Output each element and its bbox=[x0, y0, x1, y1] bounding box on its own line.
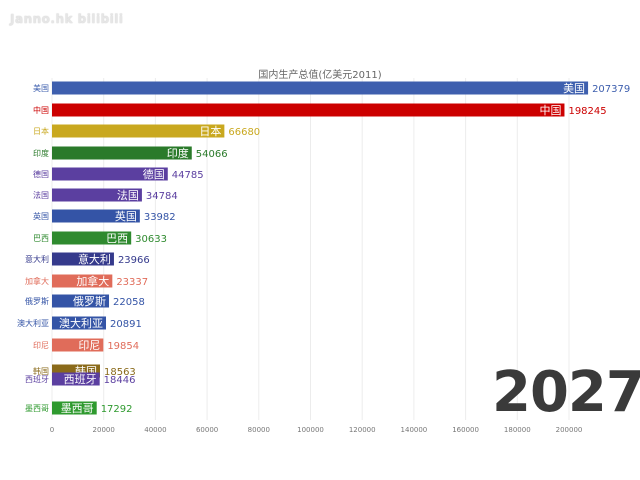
year-label: 2027 bbox=[492, 360, 640, 425]
category-label: 美国 bbox=[33, 83, 49, 93]
value-label: 23337 bbox=[116, 277, 148, 288]
bar-inner-label: 英国 bbox=[115, 209, 137, 223]
bar-inner-label: 日本 bbox=[199, 124, 221, 138]
value-label: 20891 bbox=[110, 319, 142, 330]
category-label: 日本 bbox=[33, 126, 49, 136]
category-label: 墨西哥 bbox=[25, 404, 49, 413]
bar bbox=[52, 401, 97, 415]
value-label: 33982 bbox=[144, 212, 176, 223]
value-label: 17292 bbox=[101, 404, 133, 415]
bar bbox=[52, 252, 114, 266]
category-label: 巴西 bbox=[33, 234, 49, 243]
bar bbox=[52, 294, 110, 308]
value-label: 30633 bbox=[135, 234, 167, 245]
bar-inner-label: 西班牙 bbox=[64, 373, 97, 386]
bar-inner-label: 加拿大 bbox=[76, 274, 109, 288]
x-tick-label: 60000 bbox=[196, 426, 218, 434]
value-label: 23966 bbox=[118, 255, 150, 266]
x-tick-label: 0 bbox=[50, 426, 54, 434]
bar bbox=[52, 103, 565, 117]
category-label: 韩国 bbox=[33, 366, 49, 376]
value-label: 34784 bbox=[146, 191, 178, 202]
category-label: 俄罗斯 bbox=[25, 296, 49, 306]
x-tick-label: 160000 bbox=[452, 426, 479, 434]
x-tick-label: 40000 bbox=[144, 426, 166, 434]
bar-inner-label: 巴西 bbox=[106, 232, 128, 245]
x-tick-label: 140000 bbox=[401, 426, 428, 434]
bar bbox=[52, 231, 132, 245]
value-label: 22058 bbox=[113, 297, 145, 308]
bar-inner-label: 美国 bbox=[563, 82, 585, 95]
value-label: 207379 bbox=[592, 84, 630, 95]
value-label: 198245 bbox=[568, 106, 606, 117]
bar-inner-label: 印尼 bbox=[78, 339, 100, 352]
value-label: 66680 bbox=[228, 127, 260, 138]
bar-inner-label: 中国 bbox=[539, 104, 561, 117]
category-label: 印度 bbox=[33, 148, 49, 158]
bar-inner-label: 印度 bbox=[167, 146, 189, 160]
x-tick-label: 80000 bbox=[248, 426, 270, 434]
bar-inner-label: 墨西哥 bbox=[61, 402, 94, 415]
chart-title: 国内生产总值(亿美元2011) bbox=[258, 70, 382, 81]
value-label: 44785 bbox=[172, 170, 204, 181]
category-label: 德国 bbox=[33, 169, 49, 179]
bar bbox=[52, 209, 140, 223]
value-label: 19854 bbox=[107, 341, 139, 352]
category-label: 法国 bbox=[33, 190, 49, 200]
category-label: 加拿大 bbox=[25, 276, 49, 286]
value-label: 18446 bbox=[104, 375, 136, 386]
bar bbox=[52, 274, 113, 288]
category-label: 意大利 bbox=[25, 254, 49, 264]
value-label: 18563 bbox=[104, 367, 136, 378]
bar bbox=[52, 167, 168, 181]
x-tick-label: 120000 bbox=[349, 426, 376, 434]
category-label: 英国 bbox=[33, 211, 49, 221]
bar bbox=[52, 338, 104, 352]
bar-inner-label: 澳大利亚 bbox=[59, 316, 103, 330]
bar bbox=[52, 188, 142, 202]
x-tick-label: 180000 bbox=[504, 426, 531, 434]
x-tick-label: 200000 bbox=[556, 426, 583, 434]
bar-inner-label: 德国 bbox=[143, 167, 165, 181]
category-label: 西班牙 bbox=[25, 374, 49, 384]
bar bbox=[52, 146, 192, 160]
category-label: 澳大利亚 bbox=[17, 318, 49, 328]
x-tick-label: 100000 bbox=[297, 426, 324, 434]
x-tick-label: 20000 bbox=[93, 426, 115, 434]
bar-inner-label: 俄罗斯 bbox=[73, 295, 106, 308]
value-label: 54066 bbox=[196, 149, 228, 160]
watermark: Janno.hk bilibili bbox=[10, 12, 124, 26]
bar bbox=[52, 316, 107, 330]
bar-inner-label: 意大利 bbox=[78, 252, 111, 266]
bar bbox=[52, 81, 589, 95]
bar-inner-label: 法国 bbox=[117, 188, 139, 202]
category-label: 印尼 bbox=[33, 341, 49, 350]
bar bbox=[52, 372, 100, 386]
bar bbox=[52, 124, 225, 138]
category-label: 中国 bbox=[33, 105, 49, 115]
